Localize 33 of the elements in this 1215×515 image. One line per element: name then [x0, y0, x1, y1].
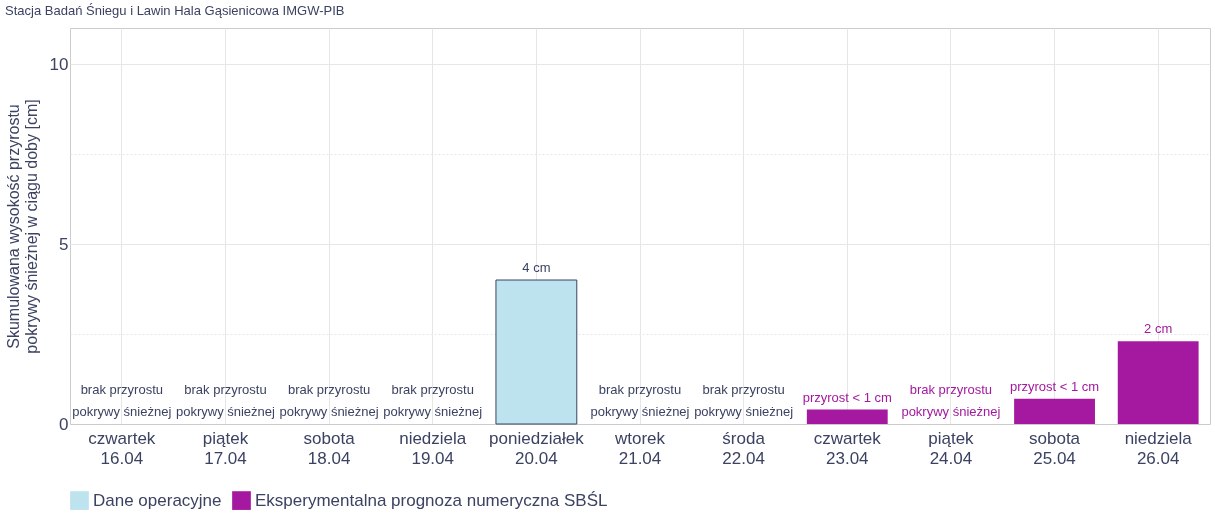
x-tick-label: sobota 25.04 — [1029, 428, 1081, 468]
chart-title: Stacja Badań Śniegu i Lawin Hala Gąsienicowa IMGW-PIB — [5, 3, 345, 18]
data-label: 4 cm — [522, 260, 551, 275]
x-tick-label: czwartek 23.04 — [813, 428, 882, 468]
x-tick-label: niedziela 26.04 — [1124, 428, 1193, 468]
x-tick-label: wtorek 21.04 — [613, 428, 666, 468]
data-label: brak przyrostu pokrywy śnieżnej — [383, 382, 483, 419]
y-axis-title: Skumulowana wysokość przyrostu pokrywy śnieżnej w ciągu doby [cm] — [4, 99, 40, 354]
data-label: przyrost < 1 cm — [802, 389, 892, 405]
x-tick-label: piątek 17.04 — [202, 428, 249, 468]
x-tick-label: czwartek 16.04 — [88, 428, 156, 468]
x-tick-label: środa 22.04 — [722, 428, 766, 468]
data-label: brak przyrostu pokrywy śnieżnej — [590, 382, 690, 419]
bar — [1014, 398, 1095, 424]
data-label: brak przyrostu pokrywy śnieżnej — [901, 382, 1001, 419]
y-tick-label: 0 — [59, 414, 69, 434]
bar — [806, 409, 888, 424]
x-tick-label: poniedziałek 20.04 — [489, 428, 585, 468]
y-tick-label: 5 — [59, 234, 69, 254]
data-label: 2 cm — [1144, 321, 1173, 337]
x-tick-label: piątek 24.04 — [928, 428, 975, 468]
legend-label: Dane operacyjne — [93, 490, 222, 510]
data-label: brak przyrostu pokrywy śnieżnej — [694, 382, 794, 419]
data-label: brak przyrostu pokrywy śnieżnej — [279, 382, 379, 419]
x-tick-label: sobota 18.04 — [303, 428, 356, 468]
data-label: brak przyrostu pokrywy śnieżnej — [175, 382, 276, 419]
data-label: przyrost < 1 cm — [1009, 378, 1100, 394]
x-tick-label: niedziela 19.04 — [399, 428, 467, 468]
bar — [495, 279, 578, 425]
legend-label: Eksperymentalna prognoza numeryczna SBŚL — [255, 490, 608, 510]
bar — [1117, 341, 1199, 424]
y-tick-label: 10 — [49, 54, 69, 74]
data-label: brak przyrostu pokrywy śnieżnej — [72, 382, 172, 419]
